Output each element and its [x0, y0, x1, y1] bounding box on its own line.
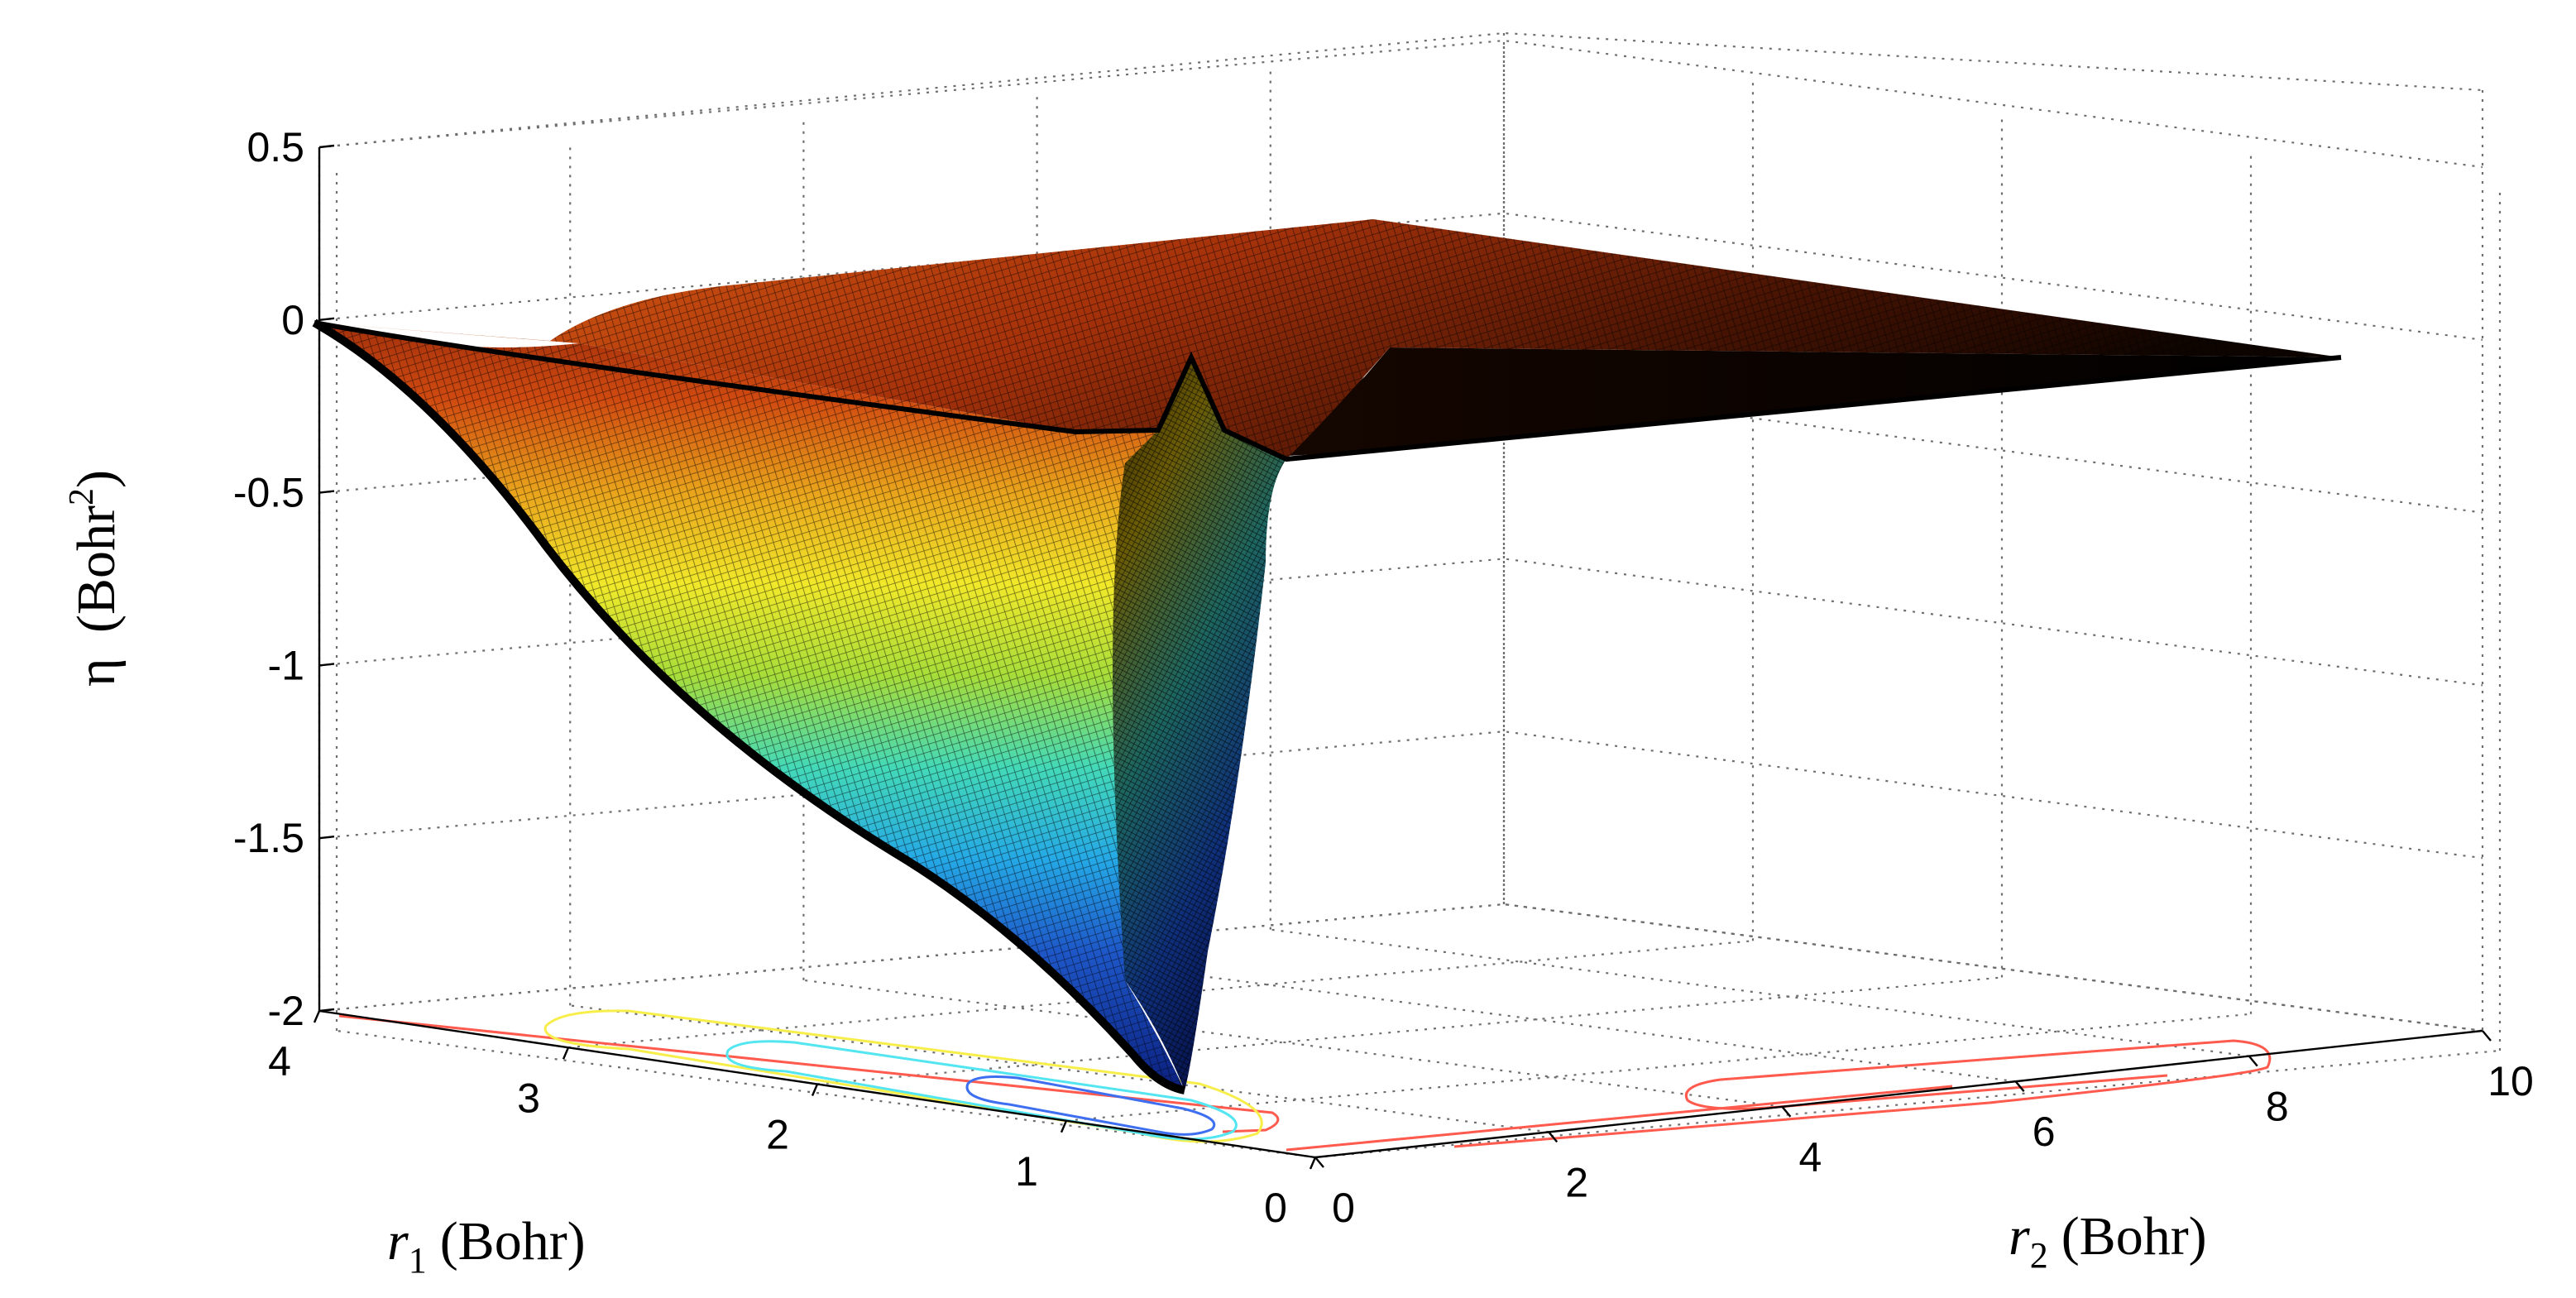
r1-tick-mark	[1060, 1120, 1068, 1133]
r2-axis-label: r2 (Bohr)	[2009, 1206, 2207, 1276]
grid-line-r2	[570, 1004, 1549, 1133]
z-tick-label: 0.5	[247, 124, 304, 170]
r1-tick-mark	[811, 1084, 819, 1096]
r2-tick-label: 4	[1798, 1134, 1822, 1181]
z-tick-mark	[318, 836, 335, 840]
floor-contours	[338, 1009, 2272, 1152]
r2-tick-mark	[2248, 1055, 2258, 1067]
grid-line-z	[318, 385, 2483, 514]
r1-tick-mark	[562, 1047, 570, 1060]
z-tick-label: -0.5	[233, 470, 304, 516]
r1-tick-label: 1	[1015, 1148, 1038, 1195]
r2-tick-label: 6	[2033, 1109, 2056, 1155]
grid-line-r2	[1503, 903, 2483, 1032]
z-tick-label: -2	[268, 988, 304, 1034]
r1-tick-mark	[313, 1010, 321, 1023]
contour-red-r1	[338, 1014, 1280, 1133]
contour-blue	[965, 1075, 1216, 1136]
grid-line-z	[318, 39, 2483, 169]
z-tick-label: -1	[268, 642, 304, 688]
z-tick-mark	[318, 490, 335, 494]
contour-cyan	[725, 1040, 1238, 1141]
r1-tick-label: 0	[1264, 1185, 1287, 1231]
grid-line-r1	[816, 976, 2003, 1085]
grid-line-r1	[1065, 1013, 2252, 1122]
r1-tick-label: 3	[517, 1075, 540, 1121]
r1-axis-label: r1 (Bohr)	[387, 1211, 586, 1281]
z-tick-mark	[318, 1008, 335, 1013]
r1-tick-label: 4	[268, 1038, 291, 1085]
r2-tick-label: 0	[1332, 1185, 1355, 1231]
grid-line-r2	[1037, 954, 2016, 1083]
r2-axis-line	[1314, 1029, 2483, 1159]
grid-line-z	[318, 730, 2483, 860]
r2-tick-label: 8	[2266, 1084, 2289, 1130]
r2-tick-mark	[1781, 1106, 1792, 1118]
r2-tick-label: 10	[2487, 1058, 2534, 1104]
z-tick-mark	[318, 663, 335, 667]
r2-tick-label: 2	[1565, 1159, 1588, 1205]
grid-line-r2	[803, 979, 1783, 1108]
grid-line-z	[318, 558, 2483, 687]
z-tick-label: -1.5	[233, 815, 304, 861]
r2-tick-mark	[2014, 1080, 2025, 1092]
z-tick-mark	[318, 144, 335, 149]
contour-red-r2-low	[1286, 1085, 1953, 1152]
surface-leading-edge	[312, 319, 1186, 1094]
z-tick-mark	[318, 317, 335, 321]
r2-tick-mark	[1548, 1131, 1559, 1143]
contour-red-r2-loop	[1453, 1039, 2272, 1148]
grid-line-r1	[318, 903, 1505, 1013]
surface	[312, 219, 2342, 1094]
z-tick-label: 0	[281, 297, 304, 343]
grid-line-r2	[1270, 928, 2249, 1057]
grid-line-z	[318, 212, 2483, 341]
z-axis-label: η (Bohr2)	[63, 470, 127, 687]
r2-tick-mark	[2482, 1030, 2492, 1042]
surface-right-wing	[1274, 347, 2341, 457]
r1-tick-label: 2	[766, 1112, 789, 1158]
r2-tick-mark	[1314, 1157, 1324, 1168]
r1-tick-mark	[1309, 1157, 1317, 1170]
contour-yellow	[543, 1009, 1263, 1143]
surface-ridge	[314, 320, 2342, 462]
